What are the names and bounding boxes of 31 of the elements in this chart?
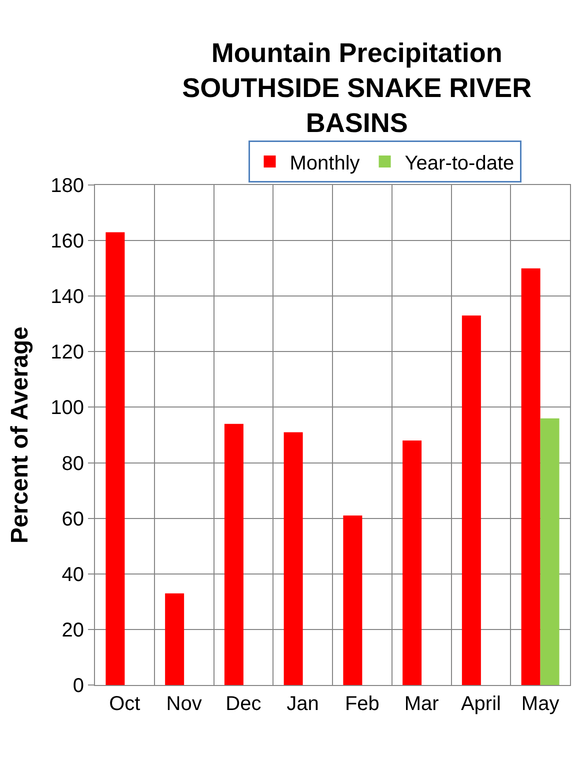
- chart-title: Mountain Precipitation SOUTHSIDE SNAKE RIVER BASINS: [182, 38, 532, 138]
- x-tick-label: Nov: [166, 693, 202, 715]
- legend-label: Year-to-date: [404, 152, 514, 174]
- bar: [165, 593, 184, 685]
- y-tick-label: 100: [50, 397, 84, 420]
- x-tick-label: Dec: [226, 693, 262, 715]
- x-tick-label: Oct: [109, 693, 141, 715]
- y-tick-label: 20: [62, 619, 84, 642]
- bar: [343, 516, 362, 685]
- y-tick-label: 160: [50, 230, 84, 253]
- x-tick-label: Jan: [286, 693, 319, 715]
- x-tick-label: May: [521, 693, 560, 715]
- y-axis-title: Percent of Average: [6, 326, 34, 544]
- x-tick-label: Mar: [404, 693, 440, 715]
- y-tick-label: 40: [62, 564, 84, 586]
- bar: [284, 432, 303, 685]
- y-tick-label: 180: [50, 175, 84, 197]
- y-tick-label: 0: [72, 675, 84, 697]
- x-tick-label: April: [460, 693, 501, 715]
- y-tick-label: 80: [62, 452, 84, 475]
- bar: [462, 316, 481, 685]
- bar: [106, 232, 125, 685]
- legend-label: Monthly: [290, 152, 360, 174]
- y-tick-label: 60: [62, 508, 84, 530]
- bar: [402, 440, 422, 685]
- bar: [521, 268, 540, 685]
- bar: [224, 424, 244, 685]
- y-tick-label: 140: [50, 286, 84, 308]
- x-tick-label: Feb: [344, 693, 380, 715]
- bar: [540, 418, 560, 685]
- y-tick-label: 120: [50, 342, 84, 364]
